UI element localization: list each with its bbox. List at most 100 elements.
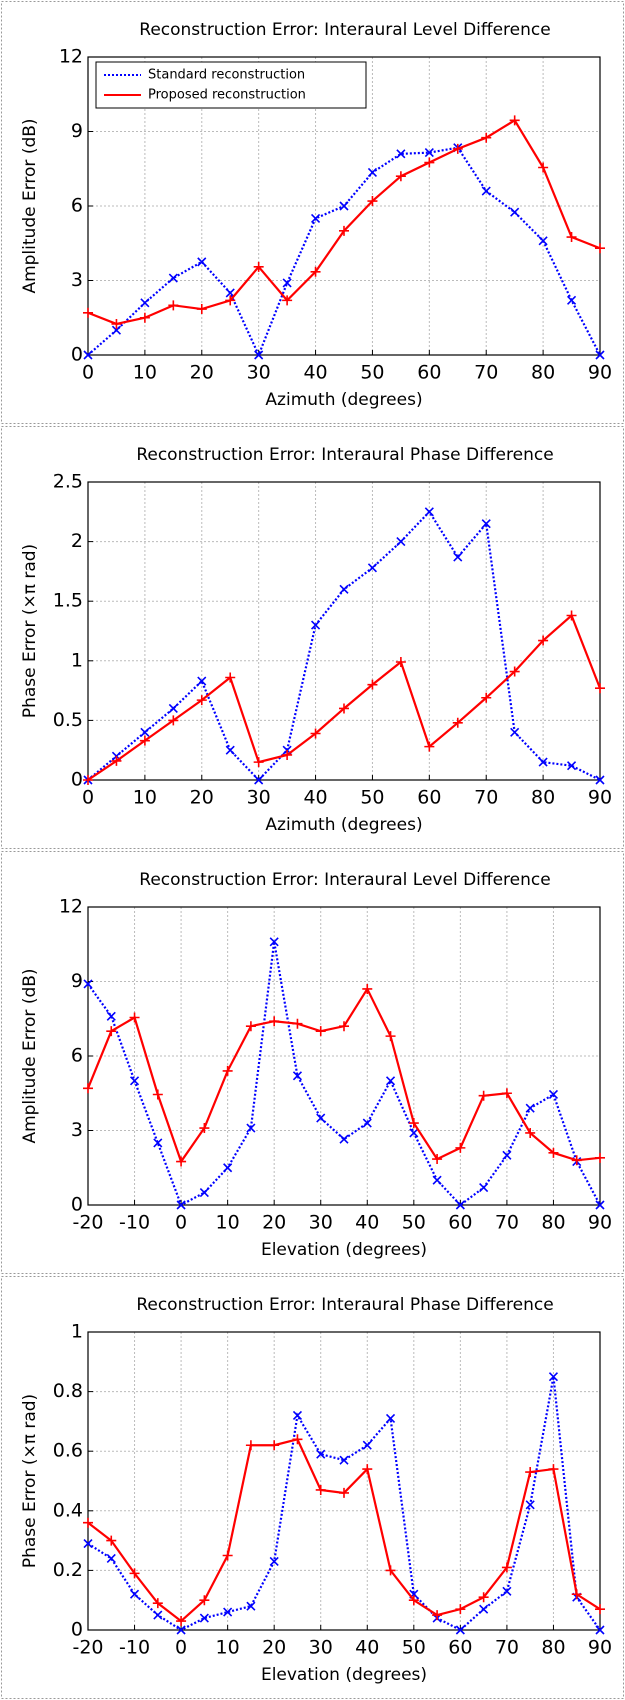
data-point (83, 1083, 93, 1094)
data-point (106, 1011, 116, 1021)
data-point (310, 620, 321, 630)
data-point (282, 295, 293, 306)
data-point (432, 1610, 443, 1621)
data-point (83, 1539, 93, 1549)
data-point (339, 1487, 349, 1498)
data-point (509, 115, 520, 126)
x-tick-label: 40 (355, 1212, 379, 1234)
chart-panel: Reconstruction Error: Interaural Level D… (1, 851, 624, 1274)
x-tick-label: 20 (262, 1637, 286, 1659)
y-tick-label: 3 (71, 1119, 83, 1141)
data-point (196, 695, 207, 706)
data-point (140, 727, 150, 737)
x-tick-label: 80 (531, 787, 555, 809)
y-tick-label: 0 (71, 344, 83, 366)
data-point (153, 1610, 163, 1620)
data-point (196, 304, 207, 315)
data-point (282, 278, 292, 288)
data-point (106, 1026, 117, 1037)
data-point (153, 1138, 163, 1148)
x-tick-label: 80 (531, 362, 555, 384)
data-point (452, 143, 463, 154)
data-point (479, 1183, 489, 1193)
x-tick-label: 30 (247, 362, 271, 384)
x-tick-label: 20 (190, 362, 214, 384)
data-point (292, 1410, 303, 1421)
data-point (548, 1372, 559, 1382)
data-point (168, 300, 179, 311)
panel-border (1, 1276, 624, 1699)
panel-border (1, 1, 624, 424)
data-point (129, 1568, 140, 1579)
data-point (566, 232, 577, 243)
data-point (385, 1413, 396, 1423)
data-point (595, 1200, 605, 1210)
x-tick-label: -10 (119, 1637, 150, 1659)
data-point (548, 1464, 559, 1475)
chart-title: Reconstruction Error: Interaural Phase D… (136, 445, 553, 465)
x-tick-label: 30 (309, 1212, 333, 1234)
data-point (83, 1517, 93, 1528)
x-tick-label: 70 (474, 787, 498, 809)
data-point (152, 1598, 163, 1609)
y-axis-label: Amplitude Error (dB) (20, 968, 40, 1143)
data-point (83, 350, 93, 360)
data-point (538, 757, 548, 767)
data-point (566, 761, 577, 771)
data-point (453, 552, 463, 562)
data-point (339, 1021, 349, 1032)
data-point (246, 1123, 256, 1133)
x-tick-label: -20 (72, 1637, 103, 1659)
data-point (525, 1103, 535, 1113)
x-tick-label: -10 (119, 1212, 150, 1234)
series-line (87, 510, 601, 782)
data-point (316, 1113, 326, 1123)
x-tick-label: 40 (355, 1637, 379, 1659)
data-point (129, 1012, 140, 1023)
data-point (571, 1155, 582, 1166)
data-point (254, 775, 264, 785)
data-point (424, 157, 435, 168)
data-point (199, 1595, 210, 1606)
y-axis-label: Phase Error (×π rad) (20, 1394, 40, 1568)
data-point (225, 295, 236, 306)
chart-panel: Reconstruction Error: Interaural Phase D… (1, 426, 624, 849)
data-point (152, 1089, 163, 1100)
data-point (269, 1440, 280, 1451)
data-point (424, 741, 435, 752)
data-point (223, 1607, 233, 1617)
x-tick-label: 60 (448, 1637, 472, 1659)
y-tick-label: 6 (71, 195, 83, 217)
plot-frame (87, 56, 601, 356)
data-point (481, 132, 492, 143)
data-point (199, 1188, 209, 1198)
series-line (87, 1437, 601, 1623)
data-point (525, 1500, 535, 1510)
x-tick-label: 10 (133, 787, 157, 809)
x-axis-label: Azimuth (degrees) (265, 815, 422, 835)
data-point (502, 1150, 512, 1160)
y-tick-label: 2.5 (53, 471, 83, 493)
y-tick-label: 0.2 (53, 1559, 83, 1581)
x-axis-label: Azimuth (degrees) (265, 390, 422, 410)
data-point (223, 1163, 233, 1173)
data-point (478, 1592, 489, 1603)
data-point (245, 1021, 256, 1032)
y-tick-label: 1.5 (53, 590, 83, 612)
data-point (253, 261, 264, 272)
data-point (396, 149, 406, 159)
legend-box (95, 61, 367, 109)
x-tick-label: 60 (448, 1212, 472, 1234)
x-tick-label: 40 (303, 787, 327, 809)
y-tick-label: 1 (71, 649, 83, 671)
x-tick-label: 90 (588, 362, 612, 384)
data-point (595, 1604, 605, 1615)
panel-border (1, 426, 624, 849)
chart-panel: Reconstruction Error: Interaural Level D… (1, 1, 624, 424)
x-tick-label: 50 (360, 787, 384, 809)
data-point (315, 1026, 326, 1037)
data-point (310, 266, 321, 277)
y-axis-label: Amplitude Error (dB) (20, 118, 40, 293)
data-point (595, 243, 605, 254)
